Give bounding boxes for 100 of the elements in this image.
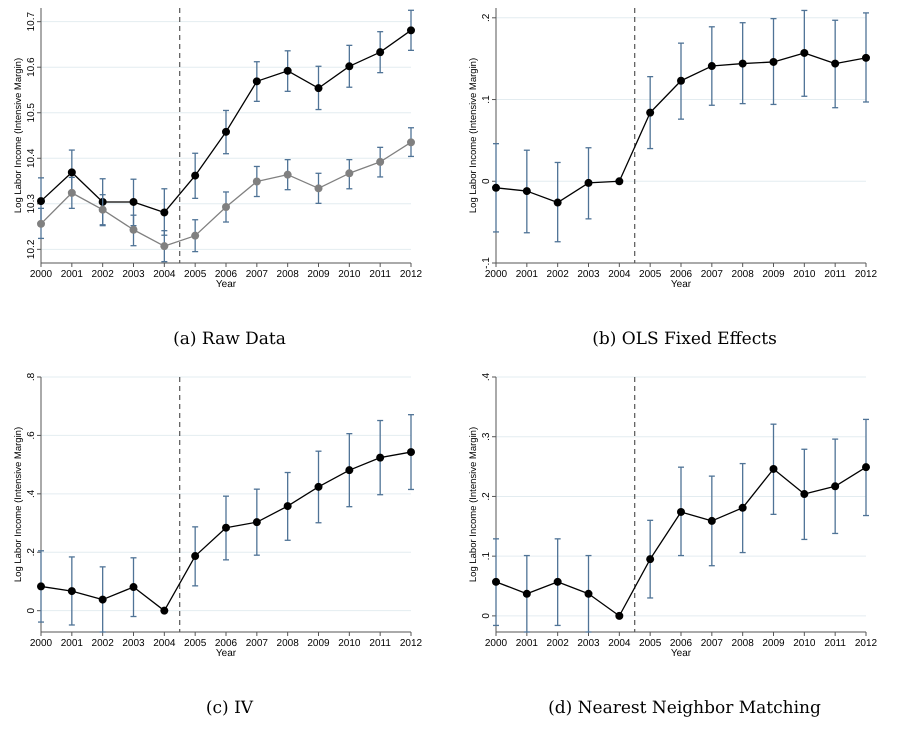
x-tick-label: 2011 — [369, 269, 392, 280]
x-tick-label: 2000 — [484, 638, 508, 649]
x-tick-label: 2003 — [122, 269, 146, 280]
y-axis-title: Log Labor Income (Intensive Margin) — [468, 426, 479, 582]
x-tick-label: 2006 — [214, 269, 238, 280]
y-tick-label: 10.3 — [26, 194, 37, 214]
point — [708, 516, 716, 525]
x-tick-label: 2011 — [824, 269, 846, 280]
x-tick-label: 2008 — [276, 269, 300, 280]
point — [615, 612, 624, 620]
x-tick-label: 2007 — [700, 269, 724, 280]
y-axis-title: Log Labor Income (Intensive Margin) — [468, 58, 479, 214]
y-tick-label: .4 — [26, 489, 37, 498]
point — [345, 169, 354, 178]
x-tick-label: 2012 — [854, 269, 878, 280]
point — [98, 206, 107, 214]
x-tick-label: 2001 — [60, 269, 84, 280]
x-tick-label: 2000 — [30, 638, 53, 649]
point — [770, 58, 778, 66]
x-tick-label: 2001 — [516, 269, 538, 280]
point — [862, 54, 870, 62]
x-tick-label: 2012 — [400, 269, 423, 280]
point — [160, 242, 168, 250]
point — [191, 232, 200, 240]
point — [800, 48, 808, 57]
y-tick-label: .2 — [26, 548, 37, 556]
point — [98, 596, 107, 604]
x-tick-label: 2002 — [92, 638, 114, 649]
point — [584, 590, 592, 598]
point — [376, 454, 384, 462]
x-tick-label: 2003 — [577, 638, 600, 649]
x-tick-label: 2001 — [60, 638, 84, 649]
point — [314, 84, 322, 92]
y-axis-title: Log Labor Income (Intensive Margin) — [13, 426, 24, 582]
point — [522, 187, 531, 196]
point — [222, 524, 230, 532]
y-tick-label: .3 — [481, 432, 492, 441]
point — [646, 555, 654, 564]
x-tick-label: 2004 — [153, 638, 176, 649]
x-tick-label: 2000 — [30, 269, 53, 280]
point — [222, 202, 230, 211]
point — [770, 464, 778, 473]
x-tick-label: 2008 — [732, 269, 754, 280]
point — [37, 582, 45, 590]
point — [407, 448, 415, 456]
point — [615, 177, 624, 186]
point — [492, 578, 500, 586]
point — [160, 208, 168, 216]
x-tick-label: 2009 — [762, 269, 786, 280]
x-tick-label: 2011 — [369, 638, 392, 649]
text: (a) Raw Data — [173, 329, 286, 349]
point — [284, 170, 292, 179]
x-tick-label: 2002 — [92, 269, 114, 280]
x-tick-label: 2010 — [793, 269, 816, 280]
point — [738, 504, 747, 512]
x-tick-label: 2011 — [824, 638, 846, 649]
x-tick-label: 2012 — [400, 638, 423, 649]
x-tick-label: 2010 — [793, 638, 816, 649]
point — [160, 606, 168, 615]
point — [554, 198, 562, 207]
text: (d) Nearest Neighbor Matching — [548, 698, 821, 718]
point — [800, 490, 808, 498]
point — [522, 590, 531, 598]
x-tick-label: 2009 — [762, 638, 786, 649]
x-tick-label: 2004 — [608, 269, 631, 280]
x-tick-label: 2000 — [484, 269, 508, 280]
text: (c) IV — [206, 698, 254, 718]
point — [252, 77, 261, 86]
y-tick-label: -.1 — [481, 256, 492, 269]
point — [646, 108, 654, 117]
point — [376, 158, 384, 166]
point — [68, 587, 76, 596]
x-tick-label: 2005 — [639, 638, 662, 649]
y-tick-label: .1 — [481, 94, 492, 104]
point — [345, 466, 354, 474]
point — [407, 138, 415, 146]
x-tick-label: 2009 — [307, 269, 330, 280]
point — [37, 220, 45, 228]
x-axis-title: Year — [216, 648, 237, 659]
x-tick-label: 2003 — [577, 269, 600, 280]
point — [677, 508, 685, 516]
x-tick-label: 2007 — [246, 269, 268, 280]
x-tick-label: 2007 — [246, 638, 268, 649]
y-tick-label: 10.5 — [26, 102, 37, 122]
point — [68, 188, 76, 197]
point — [314, 184, 322, 192]
point — [862, 463, 870, 472]
y-axis-title: Log Labor Income (Intensive Margin) — [13, 58, 24, 214]
point — [130, 198, 138, 206]
x-tick-label: 2009 — [307, 638, 330, 649]
point — [130, 583, 138, 592]
x-tick-label: 2003 — [122, 638, 146, 649]
x-tick-label: 2010 — [338, 269, 361, 280]
y-tick-label: .8 — [26, 372, 37, 382]
x-tick-label: 2005 — [184, 269, 207, 280]
y-tick-label: 0 — [481, 612, 492, 619]
point — [407, 26, 415, 34]
point — [191, 552, 200, 560]
y-tick-label: .1 — [481, 552, 492, 560]
x-tick-label: 2001 — [516, 638, 538, 649]
